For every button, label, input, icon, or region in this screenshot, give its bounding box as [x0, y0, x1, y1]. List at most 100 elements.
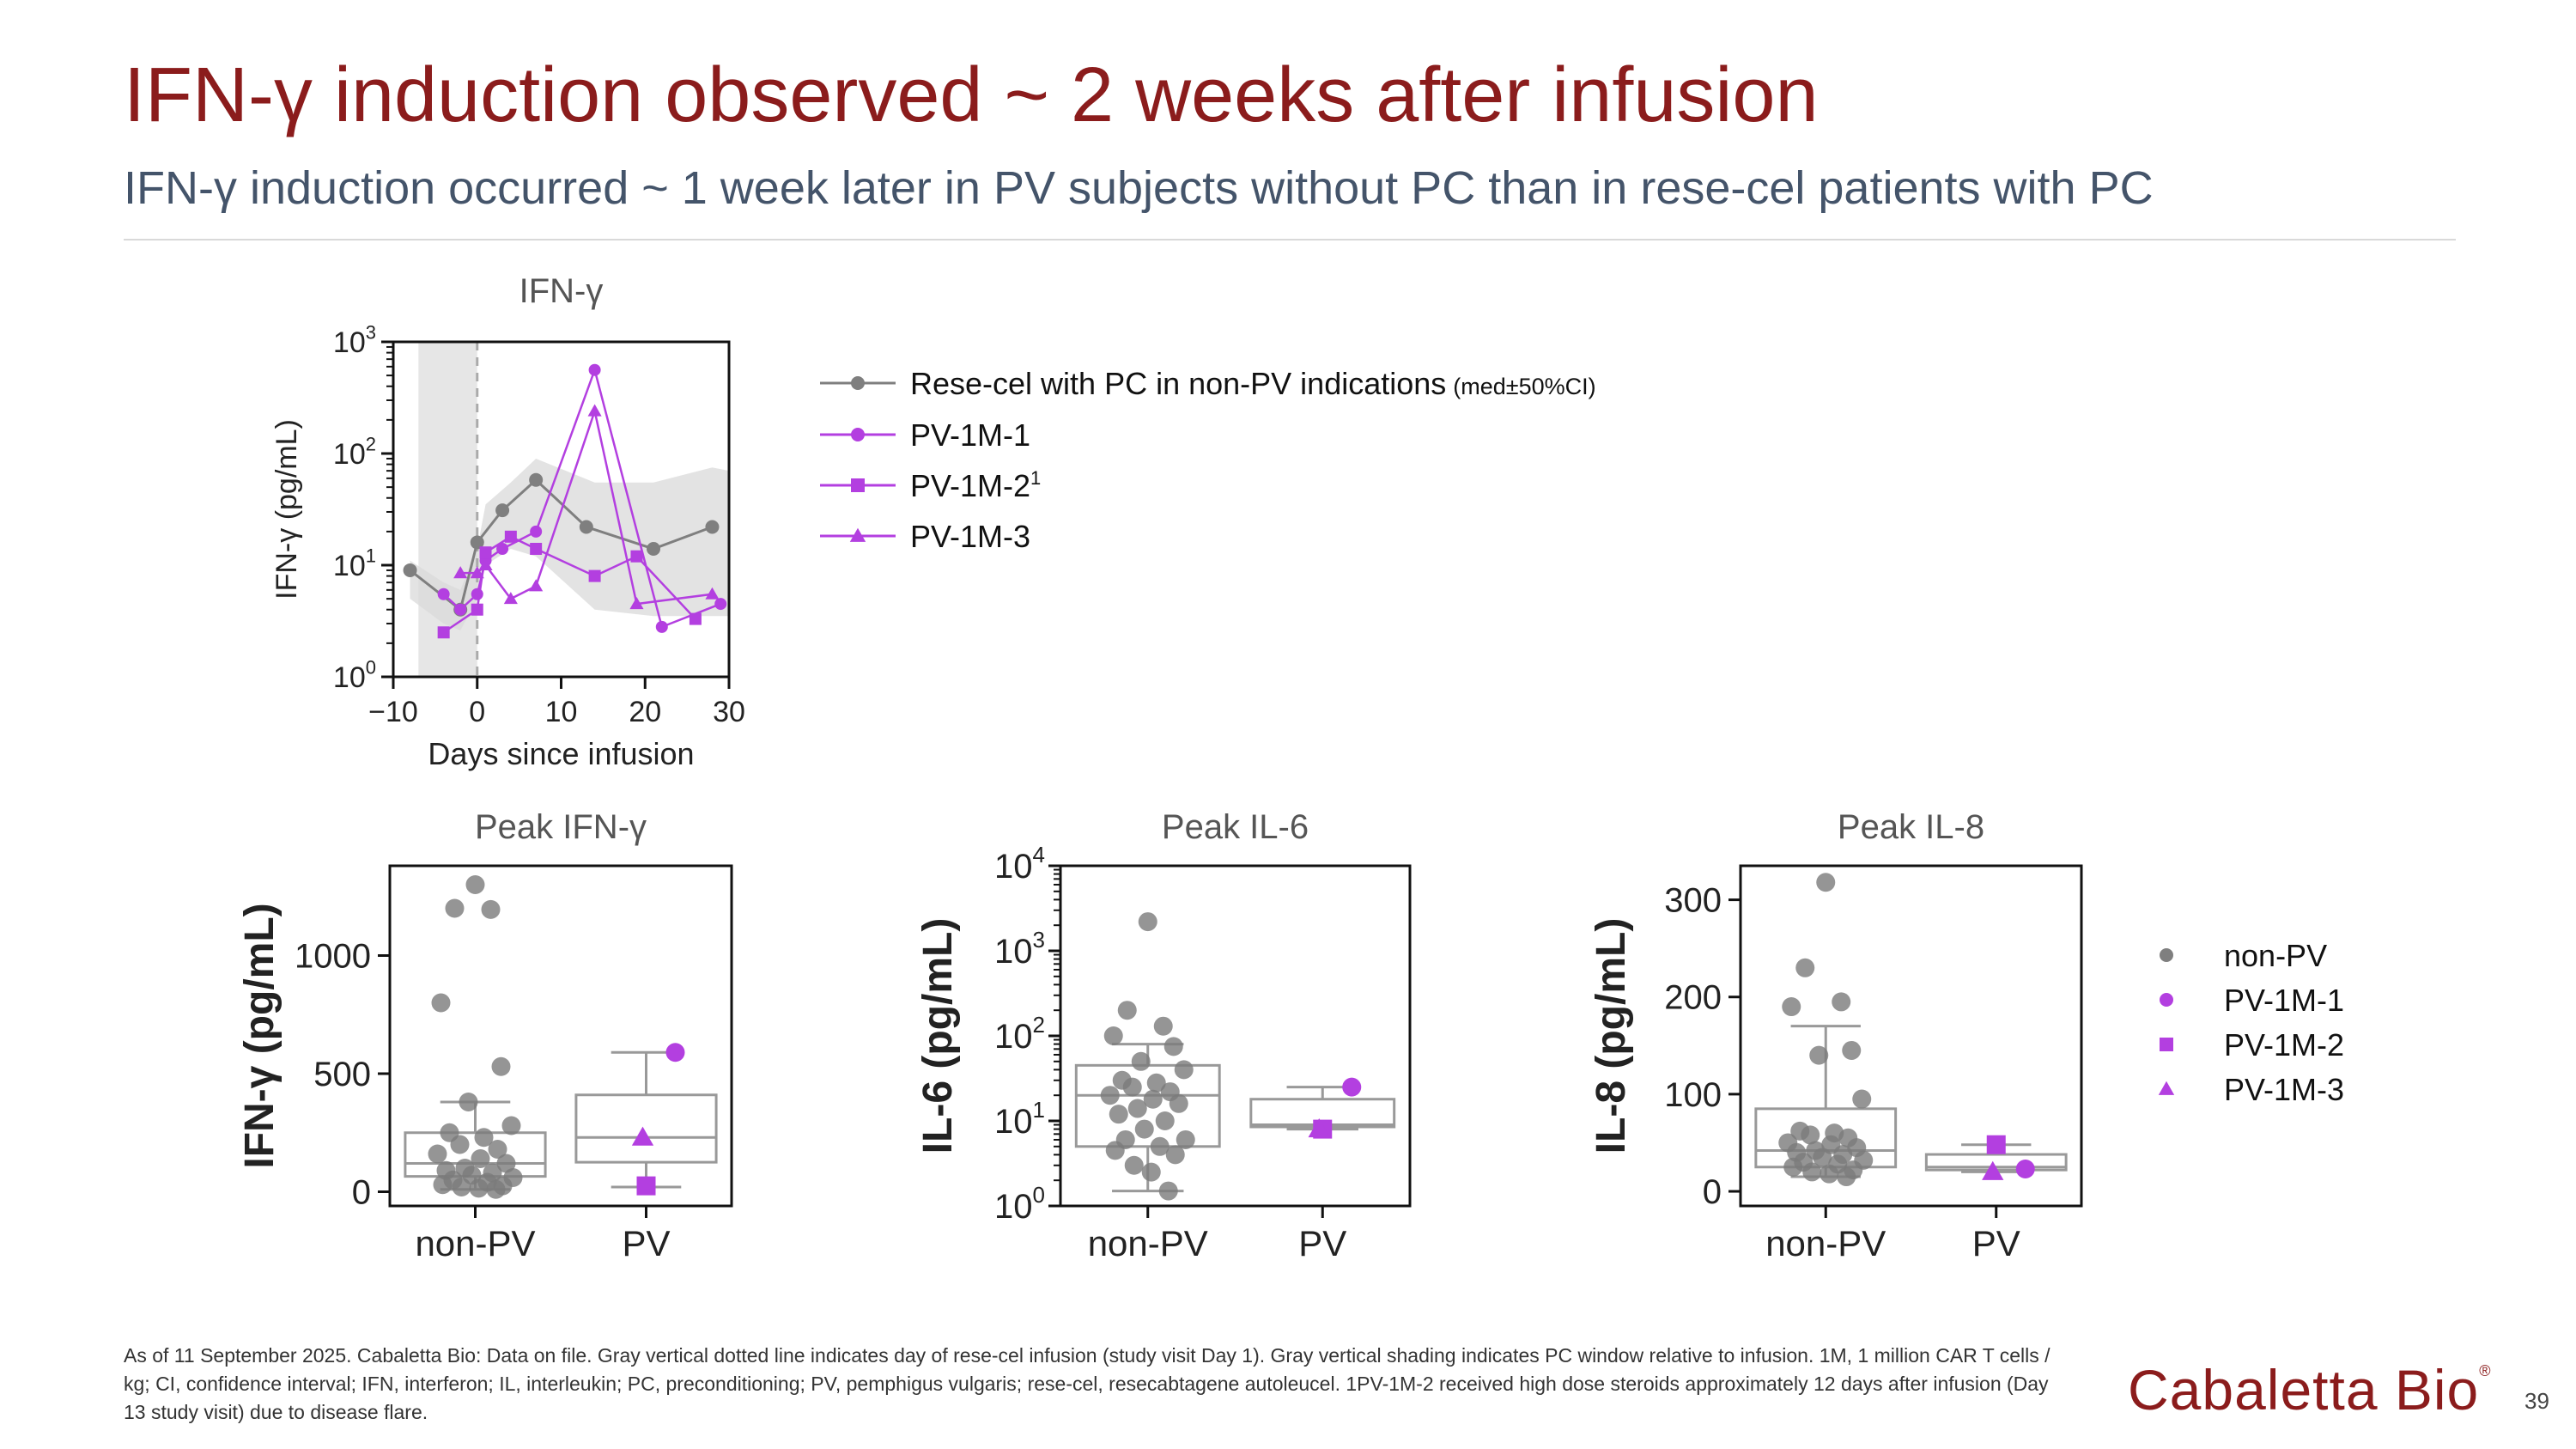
nonpv-point: [491, 1056, 511, 1076]
y-tick-label: 100: [1664, 1076, 1722, 1114]
y-tick-label: 102: [994, 1012, 1045, 1056]
nonpv-point: [1837, 1167, 1856, 1187]
y-tick-label: 104: [994, 842, 1045, 886]
x-tick-label: PV: [1972, 1223, 2020, 1263]
box-y-axis-label: IFN-γ (pg/mL): [237, 903, 283, 1168]
nonpv-point: [1131, 1051, 1151, 1071]
x-tick-label: 0: [469, 696, 485, 728]
series-point: [471, 603, 483, 616]
nonpv-point: [481, 899, 501, 919]
series-point: [530, 525, 543, 538]
pv-point-pv-1m-1: [1342, 1077, 1362, 1097]
x-tick-label: 30: [713, 696, 745, 728]
series-point: [504, 530, 517, 543]
bottom-legend-label: PV-1M-3: [2224, 1072, 2344, 1107]
nonpv-point: [1816, 873, 1836, 892]
nonpv-point: [1813, 1148, 1832, 1167]
series-line-rese-cel-with-pc-in-non-pv-indications: [409, 478, 713, 612]
series-point: [496, 543, 509, 556]
nonpv-point: [1153, 1016, 1173, 1036]
legend-marker: [851, 376, 865, 390]
y-tick-label: 103: [994, 927, 1045, 971]
nonpv-point: [496, 1154, 516, 1173]
series-point: [437, 626, 450, 639]
y-tick-label: 0: [352, 1174, 371, 1212]
series-point: [454, 603, 467, 616]
nonpv-point: [1820, 1164, 1839, 1184]
nonpv-point: [1124, 1155, 1144, 1175]
x-tick-label: PV: [622, 1223, 670, 1263]
y-tick-label: 0: [1703, 1173, 1722, 1211]
y-tick-label: 1000: [295, 938, 371, 976]
nonpv-point: [1122, 1077, 1142, 1097]
box-chart-frame: [388, 864, 733, 1208]
box-y-axis-label: IL-8 (pg/mL): [1589, 918, 1634, 1154]
box-chart-title: Peak IFN-γ: [475, 808, 647, 846]
pv-point-pv-1m-2: [636, 1176, 656, 1196]
box-chart-title: Peak IL-6: [1162, 808, 1309, 846]
series-point: [495, 503, 510, 518]
series-point: [529, 579, 544, 592]
x-tick-label: non-PV: [1765, 1223, 1886, 1263]
nonpv-point: [1176, 1129, 1195, 1149]
y-tick-label: 101: [333, 545, 376, 582]
legend-marker: [849, 527, 866, 542]
x-axis-label: Days since infusion: [428, 736, 694, 771]
y-tick-label: 500: [313, 1056, 371, 1093]
nonpv-point: [1782, 997, 1801, 1017]
pv-point-pv-1m-3: [1308, 1117, 1330, 1138]
series-point: [470, 566, 484, 579]
y-tick-label: 200: [1664, 979, 1722, 1017]
nonpv-point: [1801, 1125, 1820, 1145]
y-tick-label: 101: [994, 1097, 1045, 1141]
series-point: [647, 542, 661, 557]
nonpv-point: [431, 993, 451, 1013]
series-point: [629, 597, 644, 610]
nonpv-point: [471, 1149, 490, 1168]
nonpv-point: [1832, 992, 1851, 1012]
series-line-pv-1m-2: [442, 535, 696, 634]
y-tick-label: 100: [333, 657, 376, 694]
series-point: [437, 588, 450, 600]
series-point: [471, 588, 483, 600]
title-divider: [124, 239, 2456, 240]
nonpv-point: [474, 1128, 494, 1148]
nonpv-point: [1802, 1162, 1822, 1182]
bottom-legend-marker: [2160, 1038, 2173, 1051]
legend-label: PV-1M-1: [910, 417, 1030, 453]
footnote: As of 11 September 2025. Cabaletta Bio: …: [124, 1344, 2050, 1423]
legend-label: PV-1M-21: [910, 467, 1041, 503]
nonpv-point: [1143, 1089, 1163, 1109]
nonpv-point: [1163, 1037, 1183, 1056]
legend-label: Rese-cel with PC in non-PV indications (m…: [910, 366, 1596, 401]
nonpv-point: [469, 1178, 489, 1198]
slide-subtitle: IFN-γ induction occurred ~ 1 week later …: [124, 162, 2154, 214]
nonpv-point: [1169, 1093, 1188, 1113]
nonpv-point: [1105, 1141, 1125, 1160]
y-tick-label: 102: [333, 434, 376, 471]
nonpv-point: [1117, 1001, 1137, 1020]
series-point: [579, 520, 593, 534]
series-point: [655, 620, 668, 633]
series-point: [403, 563, 417, 577]
nonpv-point: [452, 1178, 471, 1196]
company-logo: Cabaletta Bio®: [2128, 1357, 2492, 1422]
series-point: [588, 569, 601, 582]
nonpv-point: [1809, 1045, 1829, 1065]
x-tick-label: non-PV: [415, 1223, 535, 1263]
series-point: [587, 404, 602, 417]
box-chart-frame: [1739, 864, 2083, 1208]
x-tick-label: 10: [545, 696, 578, 728]
nonpv-point: [1103, 1026, 1123, 1045]
nonpv-point: [1155, 1111, 1175, 1130]
nonpv-point: [1138, 912, 1157, 932]
nonpv-point: [465, 875, 485, 894]
y-tick-label: 103: [333, 322, 376, 359]
series-point: [479, 546, 492, 559]
nonpv-point: [501, 1116, 521, 1135]
series-point: [529, 472, 544, 487]
nonpv-point: [1146, 1073, 1166, 1093]
series-point: [705, 587, 720, 600]
legend-marker: [851, 428, 865, 441]
